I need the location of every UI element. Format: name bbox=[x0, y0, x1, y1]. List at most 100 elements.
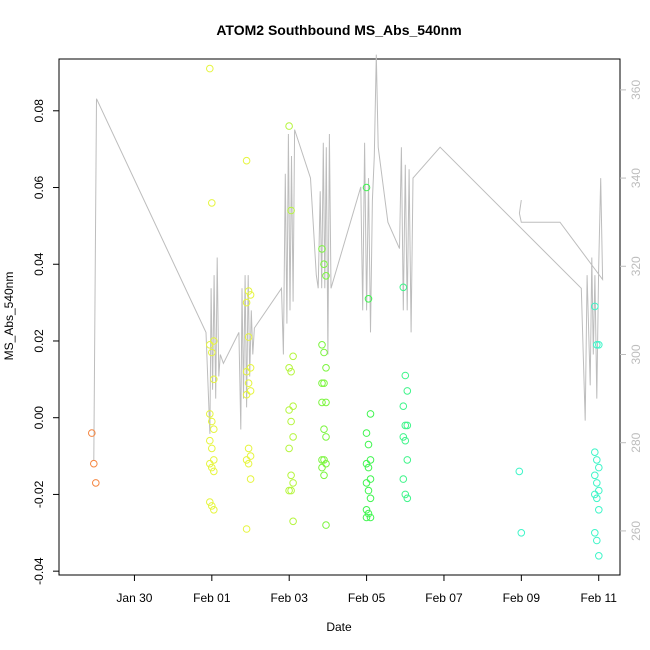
data-point bbox=[206, 410, 214, 418]
data-point bbox=[517, 529, 526, 537]
y-tick-label: 0.00 bbox=[32, 406, 46, 430]
data-point bbox=[401, 371, 410, 380]
data-point bbox=[285, 364, 293, 372]
data-point bbox=[362, 506, 371, 514]
data-point bbox=[322, 364, 330, 372]
data-point bbox=[210, 375, 218, 384]
data-point bbox=[593, 341, 601, 349]
data-points bbox=[88, 64, 603, 560]
y-tick-label: 0.02 bbox=[32, 329, 46, 353]
data-point bbox=[364, 486, 373, 495]
y-tick-label: 0.04 bbox=[32, 252, 46, 276]
y2-tick-label: 280 bbox=[629, 432, 643, 452]
y-tick-label: -0.04 bbox=[32, 557, 46, 585]
data-point bbox=[210, 337, 218, 345]
data-point bbox=[322, 433, 330, 441]
data-point bbox=[591, 471, 599, 480]
chart-title: ATOM2 Southbound MS_Abs_540nm bbox=[216, 22, 461, 38]
data-point bbox=[362, 183, 371, 192]
data-point bbox=[322, 459, 330, 468]
data-point bbox=[206, 498, 214, 506]
secondary-series-line bbox=[93, 54, 604, 461]
data-point bbox=[366, 456, 375, 464]
data-point bbox=[401, 421, 410, 430]
y-tick-label: 0.06 bbox=[32, 176, 46, 200]
data-point bbox=[206, 341, 214, 349]
data-point bbox=[515, 467, 524, 476]
data-point bbox=[399, 433, 408, 441]
data-point bbox=[289, 479, 297, 487]
x-tick-label: Feb 03 bbox=[271, 591, 309, 605]
x-tick-label: Feb 01 bbox=[193, 591, 231, 605]
data-point bbox=[595, 506, 603, 514]
data-point bbox=[593, 456, 601, 464]
data-point bbox=[318, 341, 326, 349]
y2-tick-label: 360 bbox=[629, 80, 643, 100]
data-point bbox=[210, 467, 218, 476]
data-point bbox=[399, 283, 408, 292]
data-point bbox=[366, 475, 375, 483]
data-point bbox=[403, 387, 412, 395]
data-point bbox=[246, 452, 255, 460]
data-point bbox=[244, 333, 253, 341]
y-tick-label: 0.08 bbox=[32, 99, 46, 123]
data-point bbox=[591, 448, 599, 457]
x-tick-label: Feb 09 bbox=[503, 591, 541, 605]
data-point bbox=[242, 367, 251, 376]
data-point bbox=[318, 379, 326, 388]
data-point bbox=[285, 122, 293, 130]
data-point bbox=[320, 260, 328, 269]
y2-axis: 260 280 300 320 340 360 bbox=[620, 80, 643, 541]
y2-tick-label: 260 bbox=[629, 521, 643, 541]
data-point bbox=[210, 425, 218, 434]
data-point bbox=[366, 494, 375, 503]
data-point bbox=[403, 456, 412, 464]
x-tick-label: Feb 11 bbox=[580, 591, 617, 605]
data-point bbox=[289, 352, 297, 361]
y2-tick-label: 300 bbox=[629, 344, 643, 364]
data-point bbox=[208, 417, 216, 426]
data-point bbox=[399, 475, 408, 483]
data-point bbox=[289, 433, 297, 441]
data-point bbox=[362, 429, 371, 437]
data-point bbox=[595, 486, 603, 495]
data-point bbox=[242, 298, 251, 307]
data-point bbox=[591, 302, 599, 311]
data-point bbox=[401, 436, 410, 445]
data-point bbox=[88, 429, 96, 437]
data-point bbox=[246, 387, 255, 395]
y-tick-label: -0.02 bbox=[32, 480, 46, 508]
data-point bbox=[287, 206, 295, 215]
data-point bbox=[208, 444, 216, 453]
data-point bbox=[90, 459, 98, 468]
data-point bbox=[403, 421, 412, 430]
data-point bbox=[206, 436, 214, 445]
data-point bbox=[208, 199, 216, 207]
data-point bbox=[92, 479, 100, 487]
data-point bbox=[210, 456, 218, 464]
y-axis: -0.04 -0.02 0.00 0.02 0.04 0.06 0.08 bbox=[32, 99, 59, 585]
data-point bbox=[318, 245, 326, 253]
data-point bbox=[244, 444, 253, 453]
data-point bbox=[362, 479, 371, 487]
x-tick-label: Feb 05 bbox=[348, 591, 386, 605]
y2-tick-label: 340 bbox=[629, 168, 643, 188]
data-point bbox=[244, 459, 253, 468]
data-point bbox=[289, 402, 297, 411]
x-tick-label: Jan 30 bbox=[116, 591, 152, 605]
data-point bbox=[362, 459, 371, 468]
x-tick-label: Feb 07 bbox=[425, 591, 463, 605]
y-axis-label: MS_Abs_540nm bbox=[2, 272, 16, 361]
data-point bbox=[318, 463, 326, 472]
data-point bbox=[401, 490, 410, 499]
data-point bbox=[362, 513, 371, 522]
data-point bbox=[320, 379, 328, 388]
data-point bbox=[287, 367, 295, 376]
plot-frame bbox=[58, 58, 621, 576]
data-point bbox=[595, 341, 603, 349]
data-point bbox=[242, 456, 251, 464]
data-point bbox=[593, 536, 601, 545]
data-point bbox=[595, 552, 603, 560]
data-point bbox=[364, 463, 373, 472]
